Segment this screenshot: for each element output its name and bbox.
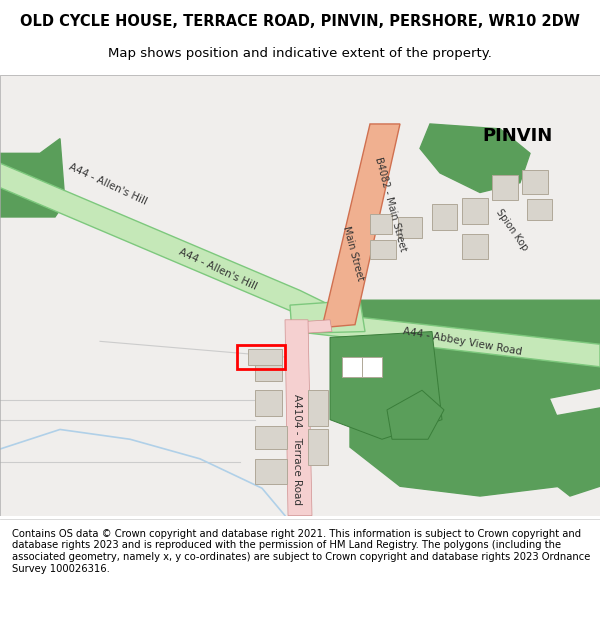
Polygon shape xyxy=(330,331,442,439)
Polygon shape xyxy=(0,163,330,320)
Text: A44 - Allen's Hill: A44 - Allen's Hill xyxy=(67,162,149,207)
Polygon shape xyxy=(492,175,518,201)
Polygon shape xyxy=(308,390,328,426)
Polygon shape xyxy=(432,204,457,230)
Polygon shape xyxy=(285,320,312,516)
Polygon shape xyxy=(248,349,282,365)
Text: OLD CYCLE HOUSE, TERRACE ROAD, PINVIN, PERSHORE, WR10 2DW: OLD CYCLE HOUSE, TERRACE ROAD, PINVIN, P… xyxy=(20,14,580,29)
Polygon shape xyxy=(342,357,362,377)
Polygon shape xyxy=(255,357,282,381)
Text: A4104 - Terrace Road: A4104 - Terrace Road xyxy=(292,394,302,504)
Text: PINVIN: PINVIN xyxy=(482,127,552,145)
Polygon shape xyxy=(370,239,396,259)
Polygon shape xyxy=(362,357,382,377)
Polygon shape xyxy=(255,459,287,484)
Polygon shape xyxy=(522,170,548,194)
Polygon shape xyxy=(0,139,65,217)
Polygon shape xyxy=(462,198,488,224)
Polygon shape xyxy=(398,217,422,238)
Text: A44 - Abbey View Road: A44 - Abbey View Road xyxy=(401,326,523,357)
Polygon shape xyxy=(255,390,282,416)
Polygon shape xyxy=(255,426,287,449)
Polygon shape xyxy=(308,429,328,465)
Text: Contains OS data © Crown copyright and database right 2021. This information is : Contains OS data © Crown copyright and d… xyxy=(12,529,590,574)
Polygon shape xyxy=(370,214,392,234)
Polygon shape xyxy=(290,300,365,334)
Polygon shape xyxy=(345,361,372,386)
Polygon shape xyxy=(527,199,552,220)
Polygon shape xyxy=(462,234,488,259)
Polygon shape xyxy=(295,310,600,367)
Polygon shape xyxy=(340,338,362,355)
Polygon shape xyxy=(322,124,400,328)
Polygon shape xyxy=(367,338,388,355)
Text: Map shows position and indicative extent of the property.: Map shows position and indicative extent… xyxy=(108,48,492,61)
Polygon shape xyxy=(545,408,600,496)
Text: Spion Kop: Spion Kop xyxy=(494,207,530,252)
Polygon shape xyxy=(330,300,600,408)
Text: Main Street: Main Street xyxy=(341,225,365,282)
Polygon shape xyxy=(350,364,570,496)
Polygon shape xyxy=(420,124,530,192)
Polygon shape xyxy=(387,390,444,439)
Text: B4082 - Main Street: B4082 - Main Street xyxy=(373,156,407,252)
Polygon shape xyxy=(376,361,402,386)
Text: A44 - Allen's Hill: A44 - Allen's Hill xyxy=(178,246,259,291)
Polygon shape xyxy=(300,320,332,334)
